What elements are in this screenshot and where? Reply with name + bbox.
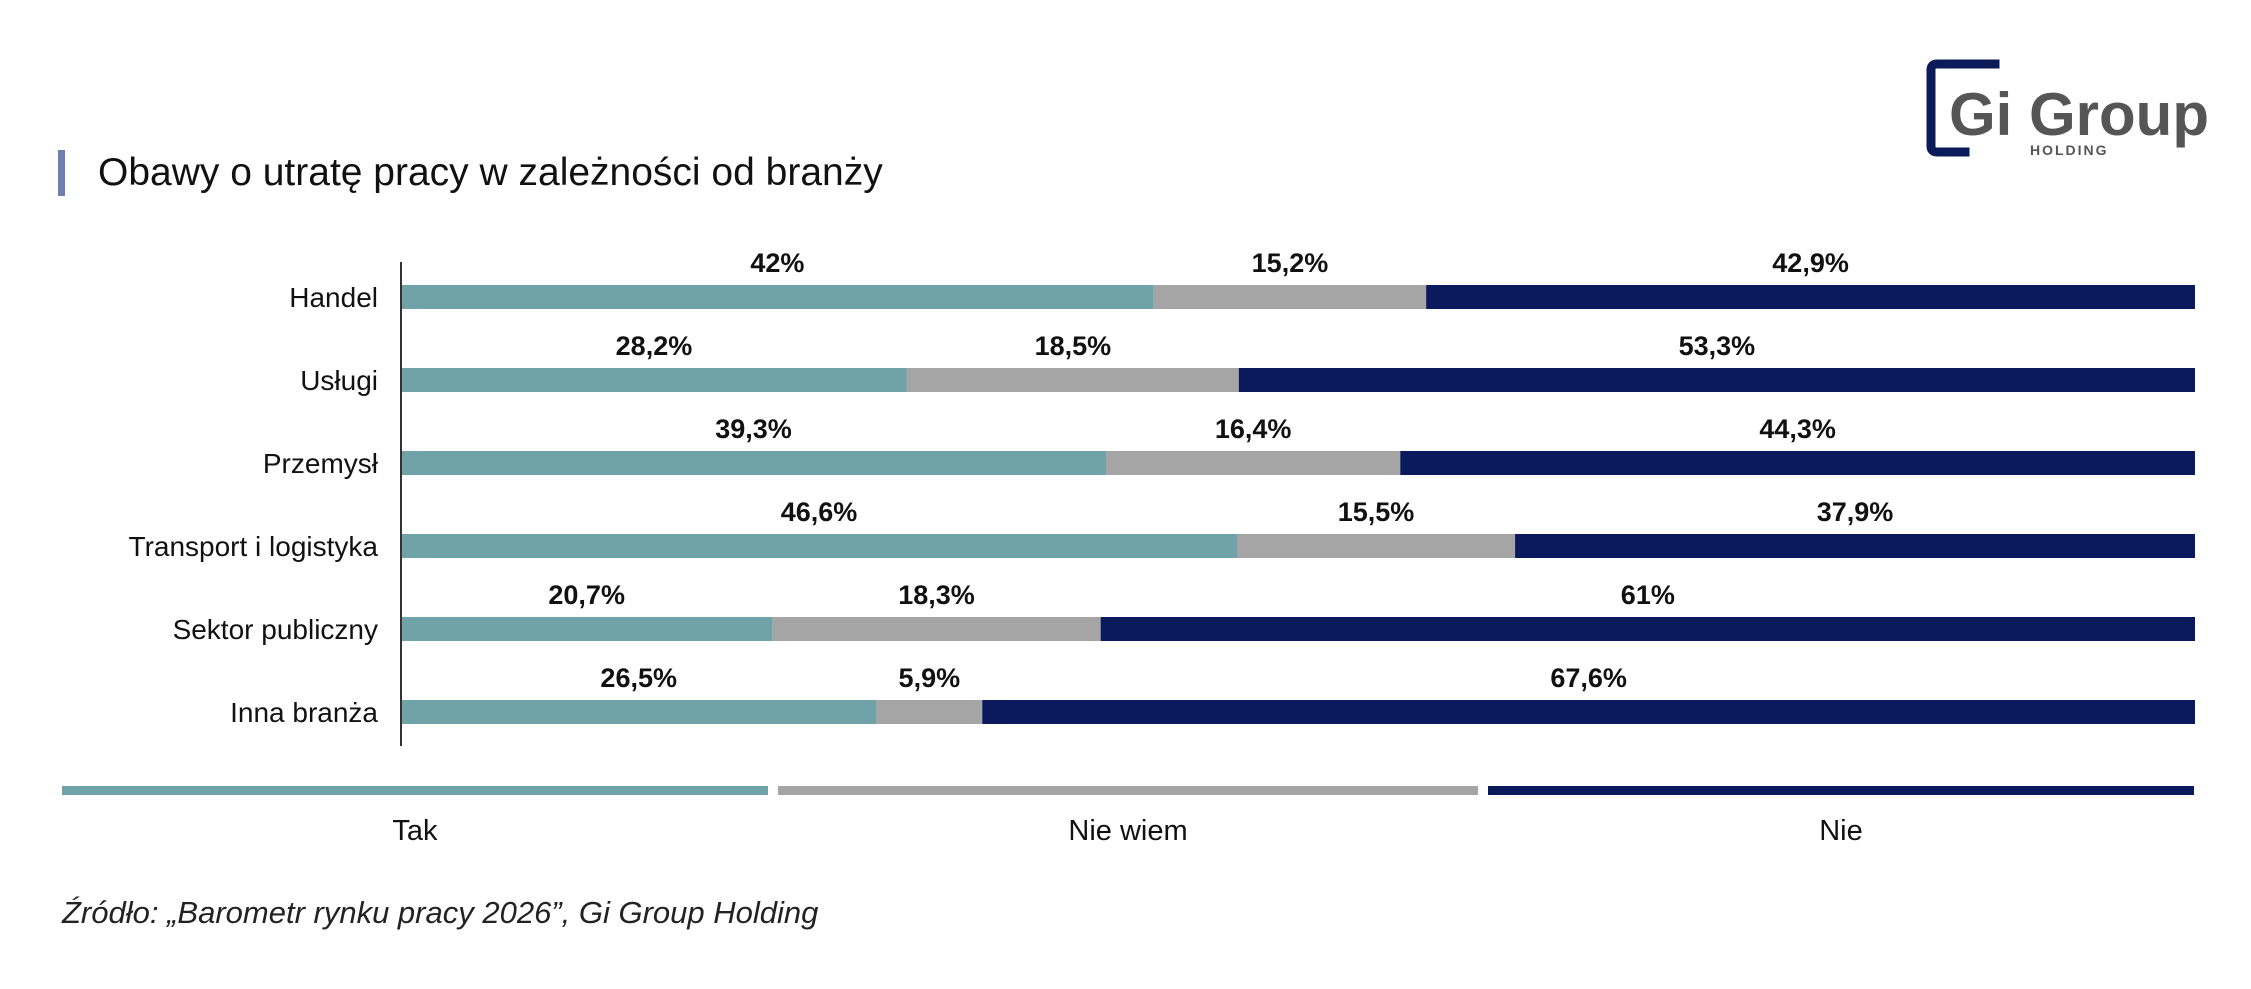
bar-nie-wiem	[1153, 285, 1427, 309]
category-label: Przemysł	[263, 448, 379, 479]
bar-nie-wiem	[1106, 451, 1401, 475]
category-label: Usługi	[300, 365, 378, 396]
bar-tak	[401, 617, 773, 641]
bar-nie-wiem	[772, 617, 1101, 641]
value-label-nie-wiem: 15,5%	[1338, 497, 1415, 527]
value-label-tak: 20,7%	[548, 580, 625, 610]
legend-label-tak: Tak	[392, 815, 438, 847]
value-label-tak: 46,6%	[781, 497, 858, 527]
bar-nie-wiem	[876, 700, 983, 724]
legend-label-nie-wiem: Nie wiem	[1068, 815, 1188, 847]
chart-title: Obawy o utratę pracy w zależności od bra…	[98, 151, 883, 194]
bar-nie	[982, 700, 2195, 724]
value-label-nie: 53,3%	[1679, 331, 1756, 361]
category-label: Handel	[289, 282, 378, 313]
value-label-nie: 42,9%	[1772, 248, 1849, 278]
logo-bracket-icon	[1926, 59, 2000, 157]
bar-tak	[401, 700, 877, 724]
value-label-tak: 26,5%	[600, 663, 677, 693]
value-label-nie-wiem: 18,3%	[898, 580, 975, 610]
value-label-nie: 44,3%	[1759, 414, 1836, 444]
value-label-tak: 39,3%	[715, 414, 792, 444]
bar-tak	[401, 368, 907, 392]
legend-label-nie: Nie	[1819, 815, 1863, 847]
legend-swatch-tak	[62, 786, 768, 795]
value-label-nie-wiem: 5,9%	[899, 663, 961, 693]
logo-main-text: Gi Group	[1949, 81, 2209, 148]
category-label: Transport i logistyka	[129, 531, 379, 562]
bar-tak	[401, 534, 1237, 558]
logo-sub-text: HOLDING	[2030, 142, 2109, 158]
gi-group-logo: Gi Group HOLDING	[1926, 59, 2209, 158]
value-label-nie-wiem: 15,2%	[1252, 248, 1329, 278]
value-label-nie: 61%	[1621, 580, 1675, 610]
bar-nie-wiem	[1237, 534, 1516, 558]
bar-nie	[1515, 534, 2195, 558]
bar-nie-wiem	[906, 368, 1239, 392]
value-label-nie-wiem: 18,5%	[1035, 331, 1112, 361]
bar-nie	[1100, 617, 2195, 641]
bar-nie	[1400, 451, 2195, 475]
title-accent-bar	[58, 150, 65, 196]
value-label-nie: 37,9%	[1817, 497, 1894, 527]
value-label-tak: 42%	[750, 248, 804, 278]
bar-nie	[1238, 368, 2195, 392]
bar-tak	[401, 285, 1154, 309]
value-label-tak: 28,2%	[616, 331, 693, 361]
value-label-nie: 67,6%	[1550, 663, 1627, 693]
legend-swatch-nie	[1488, 786, 2194, 795]
value-label-nie-wiem: 16,4%	[1215, 414, 1292, 444]
category-label: Inna branża	[230, 697, 378, 728]
legend-swatch-nie-wiem	[778, 786, 1478, 795]
category-label: Sektor publiczny	[173, 614, 378, 645]
bar-tak	[401, 451, 1107, 475]
source-note: Źródło: „Barometr rynku pracy 2026”, Gi …	[62, 895, 819, 930]
bar-nie	[1426, 285, 2195, 309]
